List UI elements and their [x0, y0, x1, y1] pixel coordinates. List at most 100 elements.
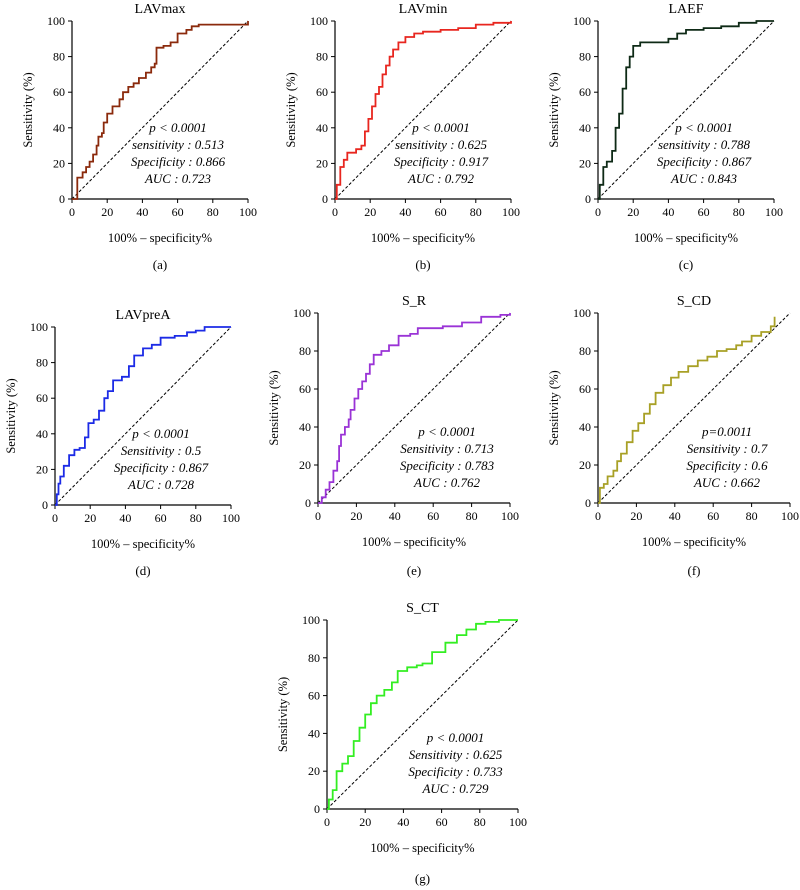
y-tick-label: 100	[293, 306, 311, 320]
stat-annotation: sensitivity : 0.625	[395, 137, 488, 152]
reference-diagonal-line	[317, 312, 511, 504]
y-axis-label: Sensitivity (%)	[547, 72, 561, 147]
reference-diagonal-line	[71, 20, 249, 200]
stat-annotation: AUC : 0.792	[407, 171, 475, 186]
reference-diagonal-line	[597, 20, 775, 200]
x-tick-label: 40	[669, 509, 681, 523]
chart-title: LAVmin	[399, 2, 448, 17]
roc-curve	[72, 21, 249, 200]
y-tick-label: 80	[308, 651, 320, 665]
panel-label: (e)	[407, 563, 421, 578]
x-axis-label: 100% – specificity%	[642, 535, 746, 549]
y-tick-label: 60	[36, 391, 48, 405]
x-axis-label: 100% – specificity%	[362, 535, 466, 549]
x-axis-label: 100% – specificity%	[370, 841, 474, 855]
x-tick-label: 60	[707, 509, 719, 523]
stat-annotation: AUC : 0.762	[413, 475, 481, 490]
y-tick-label: 80	[316, 50, 328, 64]
y-tick-label: 60	[579, 382, 591, 396]
y-tick-label: 20	[53, 156, 65, 170]
stat-annotation: Sensitivity : 0.713	[400, 441, 494, 456]
x-tick-label: 0	[69, 205, 75, 219]
chart-title: S_CD	[677, 294, 711, 309]
y-tick-label: 100	[47, 14, 65, 28]
y-tick-label: 80	[53, 50, 65, 64]
roc-curve	[598, 20, 774, 200]
y-tick-label: 40	[579, 420, 591, 434]
y-tick-label: 40	[579, 121, 591, 135]
y-axis-label: Sensitivity (%)	[284, 72, 298, 147]
roc-curve	[335, 21, 512, 200]
roc-curve	[598, 316, 776, 504]
stat-annotation: p < 0.0001	[148, 120, 207, 135]
panel-label: (g)	[415, 871, 430, 886]
stat-annotation: Sensitivity : 0.625	[409, 747, 503, 762]
x-tick-label: 80	[190, 511, 202, 525]
roc-curve	[55, 326, 231, 506]
y-tick-label: 40	[53, 121, 65, 135]
y-tick-label: 0	[42, 498, 48, 512]
x-tick-label: 80	[746, 509, 758, 523]
chart-title: LAVpreA	[116, 308, 172, 323]
chart-panel-3: LAEF 0 20 40 60 80 100 0 20 40 60 80 100 100% – speci…	[547, 2, 783, 272]
x-axis-label: 100% – specificity%	[108, 231, 212, 245]
stat-annotation: Sensitivity : 0.7	[687, 441, 768, 456]
x-tick-label: 0	[332, 205, 338, 219]
x-tick-label: 40	[119, 511, 131, 525]
y-axis-label: Sensitivity (%)	[547, 370, 561, 445]
chart-panel-6: S_CD 0 20 40 60 80 100 0 20 40 60 80 100 100% – speci…	[547, 294, 799, 578]
y-axis-label: Sensitivity (%)	[267, 370, 281, 445]
stat-annotation: Specificity : 0.733	[408, 764, 503, 779]
y-tick-label: 40	[316, 121, 328, 135]
stat-annotation: AUC : 0.843	[670, 171, 738, 186]
x-tick-label: 60	[155, 511, 167, 525]
stat-annotation: Specificity : 0.867	[114, 460, 209, 475]
x-tick-label: 0	[595, 509, 601, 523]
x-tick-label: 40	[397, 815, 409, 829]
stat-annotation: AUC : 0.729	[421, 781, 489, 796]
y-tick-label: 60	[53, 85, 65, 99]
chart-title: S_CT	[406, 601, 439, 616]
x-tick-label: 0	[315, 509, 321, 523]
chart-panel-5: S_R 0 20 40 60 80 100 0 20 40 60 80 100 100% – specif…	[267, 294, 519, 578]
y-tick-label: 80	[579, 50, 591, 64]
stat-annotation: p < 0.0001	[131, 426, 190, 441]
chart-title: LAVmax	[134, 2, 185, 17]
y-tick-label: 0	[59, 192, 65, 206]
y-tick-label: 20	[316, 156, 328, 170]
panel-label: (a)	[153, 257, 167, 272]
y-tick-label: 100	[310, 14, 328, 28]
y-tick-label: 100	[573, 14, 591, 28]
y-tick-label: 40	[308, 726, 320, 740]
x-tick-label: 100	[239, 205, 257, 219]
x-tick-label: 40	[136, 205, 148, 219]
y-axis-label: Sensitivity (%)	[276, 677, 290, 752]
y-tick-label: 20	[308, 764, 320, 778]
x-tick-label: 20	[84, 511, 96, 525]
x-tick-label: 80	[207, 205, 219, 219]
y-tick-label: 0	[585, 496, 591, 510]
chart-panel-7: S_CT 0 20 40 60 80 100 0 20 40 60 80 100 100% – speci…	[276, 601, 527, 886]
stat-annotation: p < 0.0001	[674, 120, 733, 135]
y-tick-label: 60	[316, 85, 328, 99]
x-tick-label: 80	[733, 205, 745, 219]
y-tick-label: 80	[579, 344, 591, 358]
y-tick-label: 0	[322, 192, 328, 206]
x-tick-label: 20	[364, 205, 376, 219]
y-tick-label: 100	[302, 613, 320, 627]
stat-annotation: Sensitivity : 0.5	[121, 443, 202, 458]
chart-panel-2: LAVmin 0 20 40 60 80 100 0 20 40 60 80 100 100% – spe…	[284, 2, 520, 272]
stat-annotation: p < 0.0001	[411, 120, 470, 135]
x-axis-label: 100% – specificity%	[91, 537, 195, 551]
chart-panel-1: LAVmax 0 20 40 60 80 100 0 20 40 60 80 100 100% – spe…	[21, 2, 257, 272]
stat-annotation: sensitivity : 0.513	[132, 137, 225, 152]
y-tick-label: 0	[314, 802, 320, 816]
x-tick-label: 60	[435, 205, 447, 219]
y-tick-label: 0	[585, 192, 591, 206]
x-tick-label: 0	[595, 205, 601, 219]
x-tick-label: 100	[501, 509, 519, 523]
reference-diagonal-line	[54, 326, 232, 506]
y-tick-label: 0	[305, 496, 311, 510]
reference-diagonal-line	[597, 312, 791, 504]
